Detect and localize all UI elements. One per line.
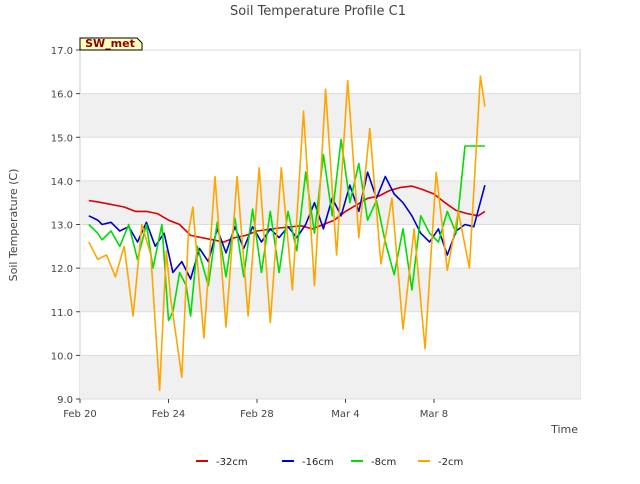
site-badge: SW_met	[79, 37, 143, 51]
y-axis-ticks: 9.0 10.0 11.0 12.0 13.0 14.0 15.0 16.0 17.0	[51, 46, 80, 406]
x-tick-label: Mar 4	[331, 409, 359, 420]
y-axis-label: Soil Temperature (C)	[7, 169, 20, 282]
grid-lines	[80, 49, 580, 400]
y-tick-label: 9.0	[57, 395, 73, 406]
y-tick-label: 13.0	[51, 221, 73, 232]
chart-title: Soil Temperature Profile C1	[230, 4, 406, 19]
x-tick-label: Feb 24	[152, 409, 186, 420]
y-tick-label: 15.0	[51, 133, 73, 144]
plot-band	[80, 93, 580, 138]
legend: -32cm -16cm -8cm -2cm	[196, 457, 463, 468]
x-axis-ticks: Feb 20 Feb 24 Feb 28 Mar 4 Mar 8	[63, 399, 448, 420]
x-axis-label: Time	[550, 423, 578, 436]
y-tick-label: 17.0	[51, 46, 73, 57]
y-tick-label: 10.0	[51, 351, 73, 362]
series-lines	[88, 75, 486, 392]
series-line-16cm	[88, 171, 486, 280]
legend-label: -32cm	[216, 457, 248, 468]
legend-label: -16cm	[302, 457, 334, 468]
legend-label: -2cm	[438, 457, 463, 468]
y-tick-label: 11.0	[51, 308, 73, 319]
series-line-32cm	[88, 185, 486, 243]
x-tick-label: Mar 8	[420, 409, 448, 420]
x-tick-label: Feb 20	[63, 409, 97, 420]
plot-band	[80, 355, 580, 399]
y-tick-label: 14.0	[51, 177, 73, 188]
y-tick-label: 12.0	[51, 264, 73, 275]
y-tick-label: 16.0	[51, 90, 73, 101]
badge-box	[79, 37, 143, 51]
series-line-2cm	[88, 75, 486, 392]
x-tick-label: Feb 28	[240, 409, 274, 420]
plot-band	[80, 268, 580, 312]
badge-text: SW_met	[85, 37, 135, 50]
legend-label: -8cm	[371, 457, 396, 468]
